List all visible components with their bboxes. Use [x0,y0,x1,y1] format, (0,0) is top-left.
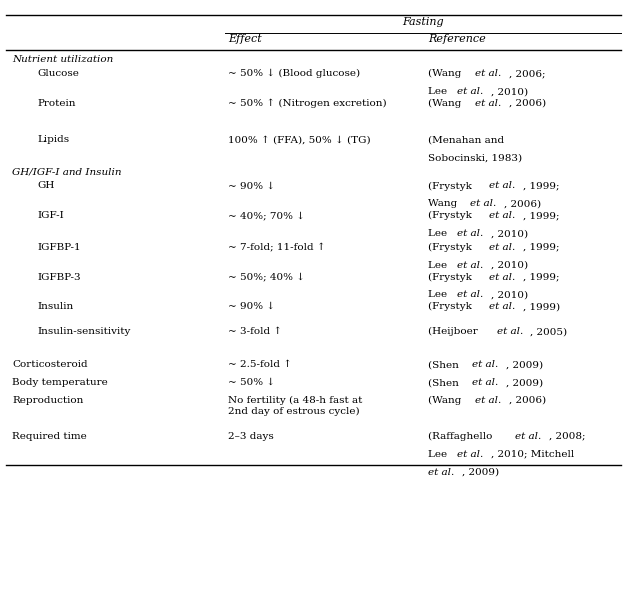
Text: et al.: et al. [457,450,483,459]
Text: et al.: et al. [476,69,502,78]
Text: ~ 2.5-fold ↑: ~ 2.5-fold ↑ [228,360,292,370]
Text: ~ 50% ↓ (Blood glucose): ~ 50% ↓ (Blood glucose) [228,69,360,78]
Text: et al.: et al. [476,99,502,108]
Text: IGFBP-3: IGFBP-3 [38,273,81,282]
Text: Sobocinski, 1983): Sobocinski, 1983) [428,153,522,162]
Text: et al.: et al. [489,181,515,191]
Text: , 2010; Mitchell: , 2010; Mitchell [491,450,574,459]
Text: Effect: Effect [228,34,262,44]
Text: No fertility (a 48-h fast at
2nd day of estrous cycle): No fertility (a 48-h fast at 2nd day of … [228,396,362,416]
Text: (Wang: (Wang [428,99,465,108]
Text: Reproduction: Reproduction [12,396,84,404]
Text: ~ 90% ↓: ~ 90% ↓ [228,302,275,311]
Text: , 2009): , 2009) [506,378,543,387]
Text: et al.: et al. [457,229,483,238]
Text: Glucose: Glucose [38,69,79,78]
Text: Protein: Protein [38,99,76,108]
Text: , 2010): , 2010) [491,290,528,299]
Text: , 1999;: , 1999; [522,211,559,220]
Text: (Menahan and: (Menahan and [428,135,504,144]
Text: (Frystyk: (Frystyk [428,211,475,220]
Text: , 1999;: , 1999; [522,243,559,252]
Text: ~ 3-fold ↑: ~ 3-fold ↑ [228,327,282,336]
Text: et al.: et al. [489,211,515,220]
Text: (Frystyk: (Frystyk [428,243,475,252]
Text: 100% ↑ (FFA), 50% ↓ (TG): 100% ↑ (FFA), 50% ↓ (TG) [228,135,371,144]
Text: , 2008;: , 2008; [549,432,586,441]
Text: , 2006): , 2006) [509,99,546,108]
Text: ~ 90% ↓: ~ 90% ↓ [228,181,275,191]
Text: (Wang: (Wang [428,69,465,78]
Text: et al.: et al. [457,261,483,270]
Text: Fasting: Fasting [402,17,444,27]
Text: , 1999;: , 1999; [522,273,559,282]
Text: 2–3 days: 2–3 days [228,432,274,441]
Text: et al.: et al. [472,378,498,387]
Text: ~ 50% ↑ (Nitrogen excretion): ~ 50% ↑ (Nitrogen excretion) [228,99,387,108]
Text: GH: GH [38,181,55,191]
Text: et al.: et al. [457,87,483,96]
Text: , 1999;: , 1999; [522,181,559,191]
Text: (Wang: (Wang [428,396,465,405]
Text: , 2010): , 2010) [491,261,528,270]
Text: ~ 50% ↓: ~ 50% ↓ [228,378,275,387]
Text: ~ 40%; 70% ↓: ~ 40%; 70% ↓ [228,211,305,220]
Text: (Heijboer: (Heijboer [428,327,481,337]
Text: IGFBP-1: IGFBP-1 [38,243,81,252]
Text: et al.: et al. [472,360,498,370]
Text: , 2010): , 2010) [491,87,528,96]
Text: et al.: et al. [457,290,483,299]
Text: et al.: et al. [428,468,454,477]
Text: Reference: Reference [428,34,486,44]
Text: Lee: Lee [428,261,451,270]
Text: et al.: et al. [470,199,496,208]
Text: et al.: et al. [489,243,515,252]
Text: (Shen: (Shen [428,378,462,387]
Text: Insulin-sensitivity: Insulin-sensitivity [38,327,131,336]
Text: et al.: et al. [496,327,522,336]
Text: Nutrient utilization: Nutrient utilization [12,55,114,64]
Text: GH/IGF-I and Insulin: GH/IGF-I and Insulin [12,167,122,177]
Text: Lee: Lee [428,290,451,299]
Text: (Frystyk: (Frystyk [428,181,475,191]
Text: , 2006;: , 2006; [509,69,546,78]
Text: Lee: Lee [428,450,451,459]
Text: , 1999): , 1999) [522,302,560,311]
Text: , 2010): , 2010) [491,229,528,238]
Text: Lee: Lee [428,87,451,96]
Text: (Shen: (Shen [428,360,462,370]
Text: Wang: Wang [428,199,461,208]
Text: , 2009): , 2009) [462,468,499,477]
Text: Body temperature: Body temperature [12,378,108,387]
Text: Lee: Lee [428,229,451,238]
Text: (Frystyk: (Frystyk [428,302,475,312]
Text: IGF-I: IGF-I [38,211,64,220]
Text: Lipids: Lipids [38,135,69,144]
Text: , 2009): , 2009) [506,360,543,370]
Text: ~ 50%; 40% ↓: ~ 50%; 40% ↓ [228,273,305,282]
Text: Corticosteroid: Corticosteroid [12,360,88,370]
Text: , 2005): , 2005) [531,327,568,336]
Text: (Raffaghello: (Raffaghello [428,432,496,441]
Text: ~ 7-fold; 11-fold ↑: ~ 7-fold; 11-fold ↑ [228,243,326,252]
Text: (Frystyk: (Frystyk [428,273,475,282]
Text: Insulin: Insulin [38,302,74,311]
Text: , 2006): , 2006) [504,199,541,208]
Text: et al.: et al. [476,396,502,404]
Text: Required time: Required time [12,432,88,441]
Text: et al.: et al. [516,432,542,441]
Text: , 2006): , 2006) [509,396,546,404]
Text: et al.: et al. [489,302,515,311]
Text: et al.: et al. [489,273,515,282]
